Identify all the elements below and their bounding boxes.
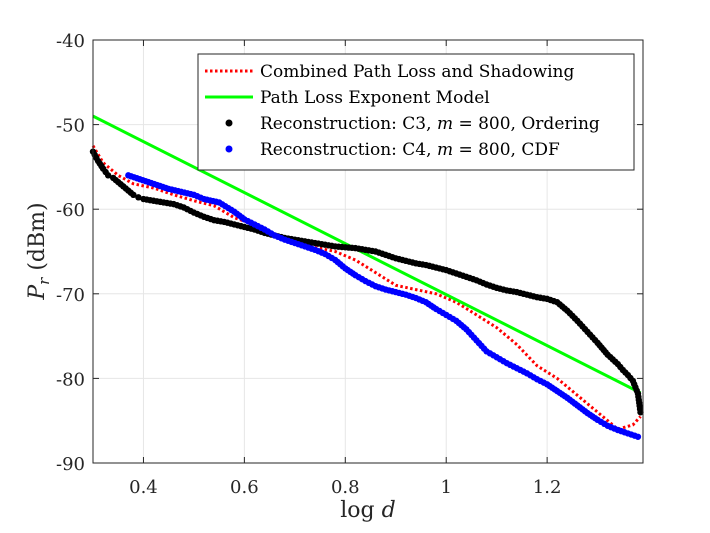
series-combined-path-loss-and-shadowing-line <box>91 145 642 431</box>
x-tick-label: 0.8 <box>331 477 360 498</box>
x-axis-label: log d <box>340 498 395 523</box>
axis-ticks <box>93 39 643 464</box>
y-tick-label: -40 <box>56 31 85 52</box>
series-reconstruction-c4-m-800-cdf-point <box>634 433 642 440</box>
series-reconstruction-c3-m-800-ordering-point <box>637 409 644 416</box>
x-tick-label: 0.4 <box>129 477 158 498</box>
x-axis-label-part-1: d <box>382 498 396 523</box>
legend-item-4-marker <box>225 145 233 153</box>
series-reconstruction-c3-m-800-ordering-point <box>104 172 112 179</box>
legend-item-3-label-part-0: Reconstruction: C3, <box>260 114 437 134</box>
series-path-loss-exponent-model-line <box>92 114 642 395</box>
legend-item-3-marker <box>225 119 233 127</box>
y-axis-label-unit: (dBm) <box>25 202 50 277</box>
series-reconstruction-c3-m-800-ordering-point <box>130 191 137 199</box>
y-tick-label: -90 <box>56 454 85 475</box>
legend-item-4-label-part-1: m <box>437 140 453 160</box>
series-path-loss-exponent-model <box>92 114 642 395</box>
series-reconstruction-c3-m-800-ordering-point <box>135 194 142 201</box>
x-tick-label: 1.2 <box>533 477 562 498</box>
plot-frame <box>92 39 644 464</box>
y-tick-label: -50 <box>56 116 85 137</box>
x-axis-label-part-0: log <box>340 498 381 523</box>
legend-box <box>197 53 635 171</box>
y-axis-label-subscript: r <box>35 277 53 285</box>
x-tick-label: 0.6 <box>230 477 259 498</box>
legend-item-4-label-part-2: = 800, CDF <box>453 140 560 160</box>
legend-item-1-label: Combined Path Loss and Shadowing <box>260 62 575 82</box>
series-reconstruction-c4-m-800-cdf <box>125 172 642 440</box>
axis-tick-labels: 0.4 0.6 0.8 1 1.2 -90 -80 -70 -60 -50 -40 <box>56 31 561 498</box>
legend: Combined Path Loss and Shadowing Path Los… <box>197 53 635 171</box>
series-combined-path-loss-and-shadowing <box>91 145 642 431</box>
legend-item-2-label: Path Loss Exponent Model <box>260 88 490 108</box>
series-layer <box>89 114 644 440</box>
legend-item-3-label-part-1: m <box>437 114 453 134</box>
y-axis-label: Pr (dBm) <box>25 202 53 300</box>
legend-item-3-label-part-2: = 800, Ordering <box>453 114 600 134</box>
y-tick-label: -70 <box>56 285 85 306</box>
x-tick-label: 1 <box>440 477 451 498</box>
legend-item-2-label-part-0: Path Loss Exponent Model <box>260 88 490 108</box>
legend-item-4-label: Reconstruction: C4, m = 800, CDF <box>260 140 560 160</box>
legend-item-1-label-part-0: Combined Path Loss and Shadowing <box>260 62 575 82</box>
legend-item-3-label: Reconstruction: C3, m = 800, Ordering <box>260 114 600 134</box>
legend-item-4-label-part-0: Reconstruction: C4, <box>260 140 437 160</box>
y-tick-label: -60 <box>56 200 85 221</box>
y-axis-label-main: P <box>25 284 50 301</box>
y-tick-label: -80 <box>56 369 85 390</box>
